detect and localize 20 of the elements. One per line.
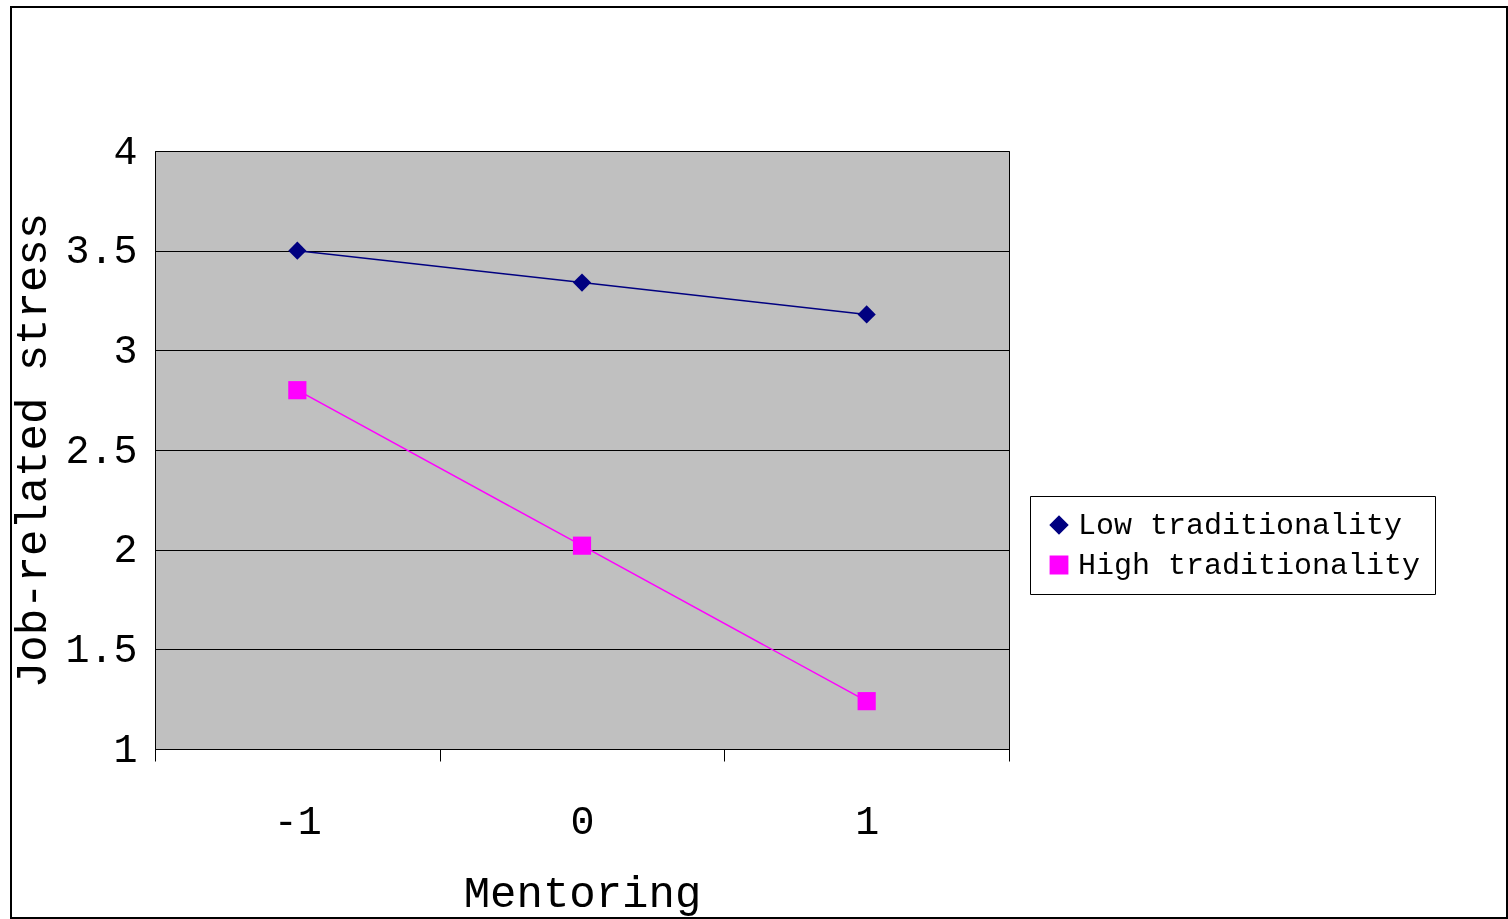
point: [857, 305, 876, 324]
point: [857, 692, 876, 711]
point: [572, 273, 592, 292]
y-tick-label: 4: [113, 130, 138, 176]
y-tick-label: 3: [113, 329, 138, 375]
legend-label: High traditionality: [1078, 549, 1421, 583]
x-tick-label: -1: [273, 800, 322, 846]
x-tick-label: 0: [570, 800, 595, 846]
point: [288, 381, 307, 400]
y-axis-title: Job-related stress: [9, 212, 60, 689]
point: [572, 536, 592, 555]
y-tick-label: 1.5: [65, 628, 138, 674]
y-tick-label: 2.5: [65, 429, 138, 475]
x-axis-title: Mentoring: [463, 869, 702, 919]
x-tick-label: 1: [855, 800, 880, 846]
y-tick-label: 3.5: [65, 230, 138, 276]
point: [288, 241, 307, 260]
y-tick-label: 2: [113, 529, 138, 575]
legend-label: Low traditionality: [1078, 509, 1403, 543]
y-tick-label: 1: [113, 728, 138, 774]
